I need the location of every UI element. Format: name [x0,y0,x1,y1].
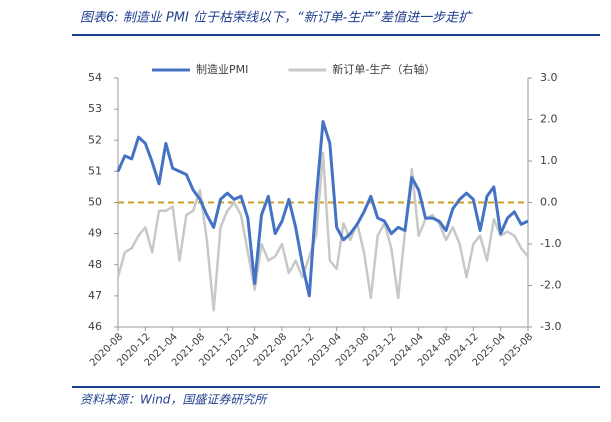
source: 资料来源：Wind，国盛证券研究所 [80,393,268,407]
y2-tick-label: -3.0 [540,320,561,333]
y-tick-label: 51 [88,164,102,177]
y-tick-label: 50 [88,196,102,209]
legend-label: 新订单-生产（右轴） [332,62,435,76]
y2-tick-label: 0.0 [540,196,558,209]
series-line [116,120,529,298]
y2-tick-label: 1.0 [540,154,558,167]
y2-tick-label: 3.0 [540,71,558,84]
y2-tick-label: 2.0 [540,113,558,126]
y-tick-label: 53 [88,102,102,115]
y2-tick-label: -1.0 [540,237,561,250]
y-tick-label: 47 [88,289,102,302]
series-line [116,151,529,312]
y2-tick-label: -2.0 [540,279,561,292]
chart-title: 图表6: 制造业 PMI 位于枯荣线以下，“新订单-生产”差值进一步走扩 [80,10,473,26]
legend-label: 制造业PMI [196,62,248,76]
y-tick-label: 48 [88,258,102,271]
y-tick-label: 49 [88,227,102,240]
y-tick-label: 46 [88,320,102,333]
y-tick-label: 52 [88,133,102,146]
y-tick-label: 54 [88,71,102,84]
